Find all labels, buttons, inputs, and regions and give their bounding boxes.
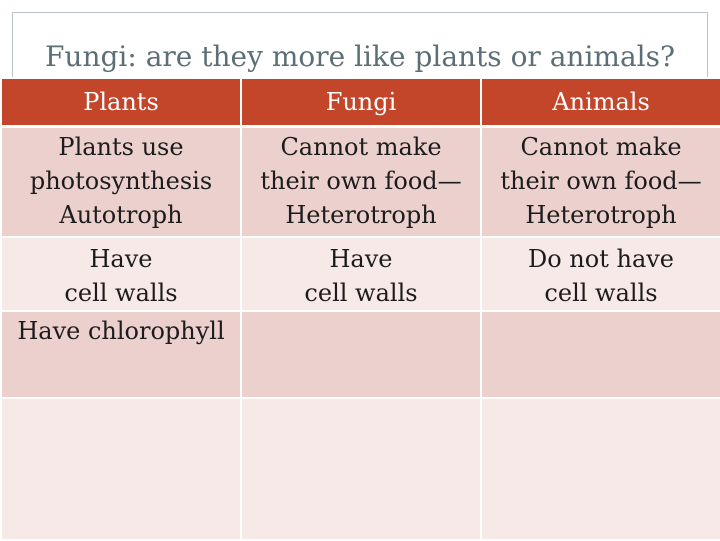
header-fungi: Fungi	[240, 77, 482, 128]
cell-line: Plants use	[58, 133, 184, 161]
comparison-table: Plants Fungi Animals Plants use photosyn…	[0, 77, 720, 541]
cell-line: Heterotroph	[285, 201, 437, 229]
cell-line: Autotroph	[59, 201, 183, 229]
slide-title: Fungi: are they more like plants or anim…	[45, 40, 675, 73]
table-header-row: Plants Fungi Animals	[0, 77, 720, 128]
table-cell	[240, 310, 482, 399]
cell-plants-walls: Have cell walls Have chlorophyll	[0, 236, 242, 345]
cell-animals-nutrition: Cannot make their own food— Heterotroph	[480, 125, 720, 238]
cell-line: Do not have	[527, 245, 675, 273]
table-row: Plants use photosynthesis Autotroph Cann…	[0, 125, 720, 238]
cell-line: their own food—	[260, 167, 462, 195]
cell-line: Cannot make	[280, 133, 442, 161]
cell-fungi-nutrition: Cannot make their own food— Heterotroph	[240, 125, 482, 238]
header-plants: Plants	[0, 77, 242, 128]
cell-line: cell walls	[64, 279, 178, 307]
cell-line: Have	[89, 245, 153, 273]
table-row	[0, 310, 720, 399]
cell-line: Have	[329, 245, 393, 273]
cell-line: cell walls	[304, 279, 418, 307]
cell-line: cell walls	[544, 279, 658, 307]
cell-line: Have chlorophyll	[17, 317, 225, 345]
cell-plants-nutrition: Plants use photosynthesis Autotroph	[0, 125, 242, 238]
header-animals: Animals	[480, 77, 720, 128]
cell-line: Cannot make	[520, 133, 682, 161]
table-row	[0, 397, 720, 541]
table-cell	[0, 310, 242, 399]
cell-line: Heterotroph	[525, 201, 677, 229]
cell-line: photosynthesis	[29, 167, 213, 195]
table-cell	[240, 397, 482, 541]
cell-fungi-walls: Have cell walls	[240, 236, 482, 312]
table-cell	[480, 397, 720, 541]
table-cell	[0, 397, 242, 541]
cell-animals-walls: Do not have cell walls	[480, 236, 720, 312]
table-cell	[480, 310, 720, 399]
table-row: Have cell walls Have chlorophyll Have ce…	[0, 236, 720, 345]
cell-line: their own food—	[500, 167, 702, 195]
